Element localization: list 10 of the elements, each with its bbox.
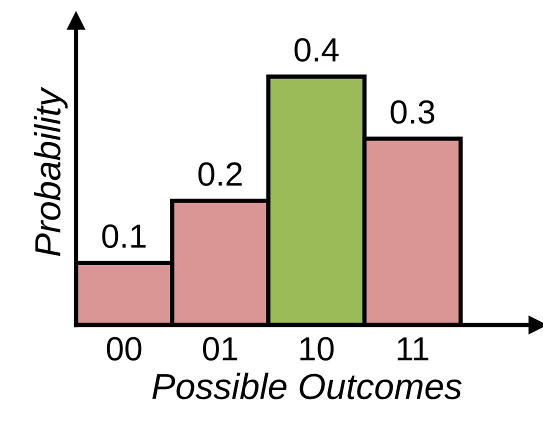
- x-tick-label: 10: [300, 337, 334, 361]
- x-axis-title: Possible Outcomes: [152, 372, 462, 400]
- data-label: 0.2: [198, 162, 242, 186]
- y-axis-title: Probability: [34, 86, 68, 256]
- data-label: 0.1: [102, 224, 146, 248]
- x-tick-label: 11: [398, 337, 428, 360]
- x-tick-label: 01: [203, 337, 238, 361]
- x-tick-label: 00: [106, 337, 142, 361]
- data-label: 0.3: [390, 100, 434, 124]
- data-label: 0.4: [294, 38, 339, 62]
